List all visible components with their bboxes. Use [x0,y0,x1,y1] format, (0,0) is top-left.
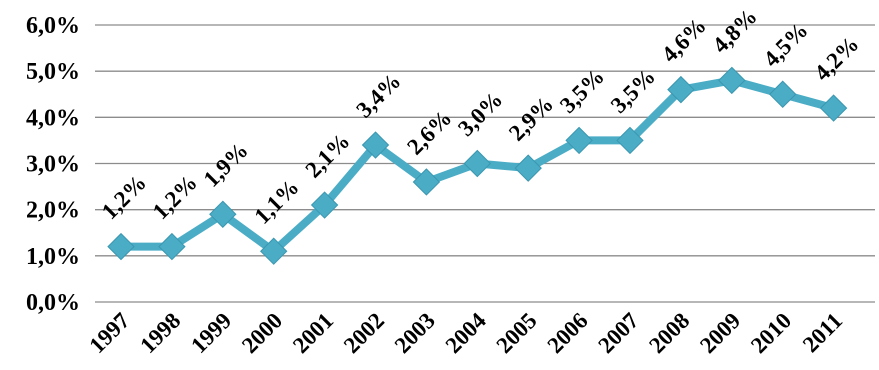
x-tick-label: 1999 [186,308,236,358]
data-point-marker [361,131,390,159]
data-point-marker [412,168,441,196]
data-point-marker [616,126,644,155]
x-tick-label: 2003 [390,308,440,358]
x-tick-label: 2005 [492,308,542,358]
x-tick-label: 1998 [135,308,185,358]
x-tick-label: 2011 [798,308,847,357]
x-tick-label: 2004 [441,308,492,359]
x-tick-label: 2001 [288,308,338,358]
x-tick-label: 2009 [695,308,745,358]
y-tick-label: 3,0% [26,152,80,178]
y-tick-label: 6,0% [26,13,80,39]
data-label: 2,6% [402,105,456,159]
y-tick-label: 1,0% [26,244,80,270]
data-point-marker [463,149,492,178]
x-tick-label: 2006 [542,308,592,358]
y-axis: 0,0% 1,0% 2,0% 3,0% 4,0% 5,0% 6,0% [26,13,80,316]
data-point-marker [209,200,237,228]
data-point-marker [718,66,746,95]
data-label: 4,2% [809,31,863,85]
series-line [107,66,848,265]
data-point-marker [667,75,695,104]
x-tick-label: 2010 [746,308,796,358]
x-tick-label: 2000 [237,308,287,358]
data-point-marker [158,232,186,261]
data-point-marker [514,154,542,182]
data-label: 2,9% [504,91,558,145]
x-tick-label: 1997 [84,308,134,358]
x-tick-label: 2008 [644,308,694,358]
data-label: 4,8% [708,4,762,58]
y-tick-label: 5,0% [26,59,80,85]
data-label: 3,5% [606,64,660,118]
data-labels: 1,2%1,2%1,9%1,1%2,1%3,4%2,6%3,0%2,9%3,5%… [97,4,864,229]
data-point-marker [565,126,593,155]
data-label: 4,6% [657,13,711,67]
data-point-marker [310,191,339,219]
data-label: 3,4% [351,68,405,122]
data-label: 4,5% [759,18,813,72]
y-tick-label: 0,0% [26,290,80,316]
data-label: 1,2% [148,170,202,224]
data-label: 3,5% [555,64,609,118]
data-point-marker [768,80,797,108]
data-point-marker [107,232,135,261]
y-tick-label: 4,0% [26,105,80,131]
x-tick-label: 2002 [339,308,389,358]
data-point-marker [819,94,848,122]
x-axis: 1997 1998 1999 2000 2001 2002 2003 2004 2005 2006… [84,308,847,359]
data-point-marker [259,237,288,265]
y-tick-label: 2,0% [26,198,80,224]
x-tick-label: 2007 [593,308,643,358]
data-label: 1,1% [250,174,304,228]
data-label: 3,0% [453,87,507,141]
data-label: 1,9% [199,138,253,192]
data-label: 1,2% [97,170,151,224]
